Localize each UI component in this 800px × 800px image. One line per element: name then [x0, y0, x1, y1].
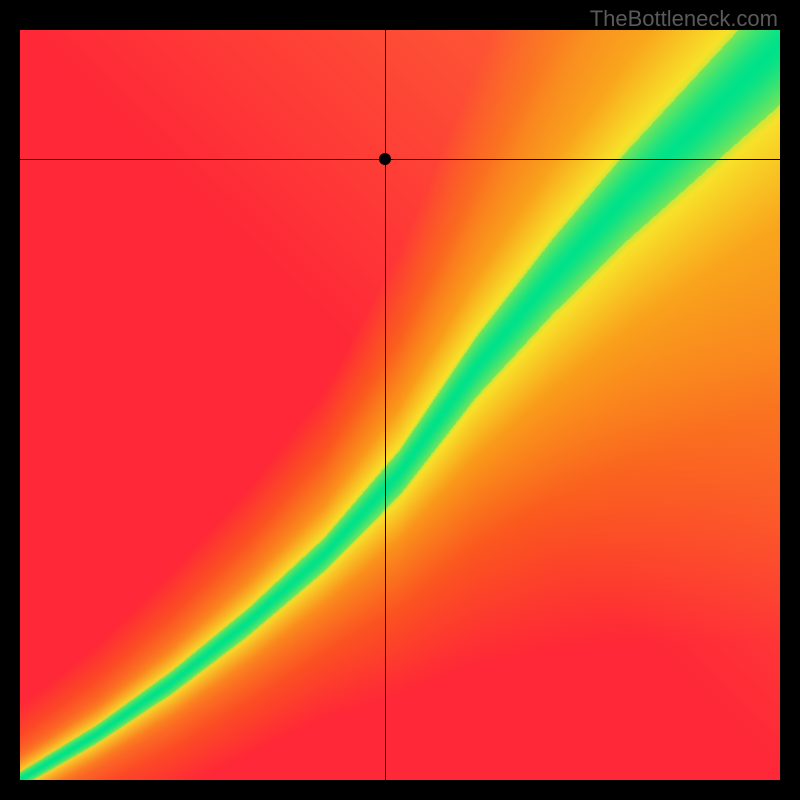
crosshair-vertical — [385, 30, 386, 780]
marker-dot — [379, 153, 391, 165]
heatmap-canvas — [20, 30, 780, 780]
crosshair-horizontal — [20, 159, 780, 160]
watermark-text: TheBottleneck.com — [590, 6, 778, 32]
bottleneck-heatmap — [20, 30, 780, 780]
